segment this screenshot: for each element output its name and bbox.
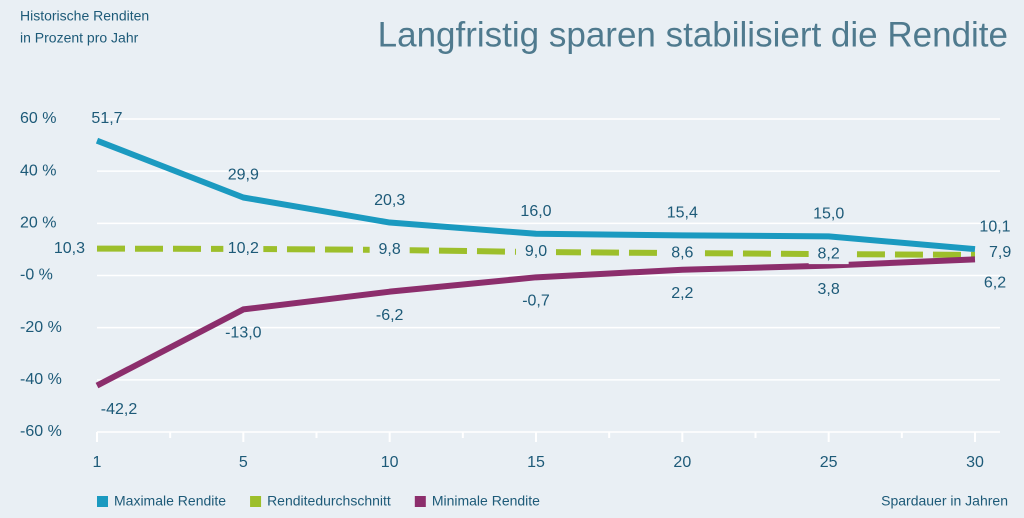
line-series: [95, 256, 976, 389]
y-tick-label: 20 %: [20, 215, 56, 232]
y-tick-label: 40 %: [20, 162, 56, 179]
y-axis-label: in Prozent pro Jahr: [20, 30, 139, 46]
data-label: -42,2: [101, 401, 138, 418]
data-label: 8,2: [818, 245, 840, 262]
data-label: -0,7: [522, 293, 550, 310]
data-label: 16,0: [520, 203, 551, 220]
data-label: 15,0: [813, 206, 844, 223]
label-background: [808, 244, 849, 265]
chart-title: Langfristig sparen stabilisiert die Rend…: [378, 15, 1008, 54]
label-background: [662, 243, 703, 264]
y-tick-label: -40 %: [20, 371, 62, 388]
data-label: 29,9: [228, 167, 259, 184]
x-tick-label: 5: [239, 454, 248, 471]
legend-swatch: [97, 496, 108, 507]
y-tick-label: -60 %: [20, 423, 62, 440]
data-label: -13,0: [225, 325, 262, 342]
data-label: 8,6: [671, 244, 693, 261]
y-tick-label: -20 %: [20, 319, 62, 336]
data-label: 10,1: [979, 218, 1010, 235]
data-label: 7,9: [989, 244, 1011, 261]
data-label: 10,3: [54, 240, 85, 257]
x-tick-label: 25: [820, 454, 838, 471]
legend-label: Maximale Rendite: [114, 493, 226, 509]
x-tick-label: 1: [93, 454, 102, 471]
line-series: [95, 137, 976, 253]
x-tick-label: 20: [673, 454, 691, 471]
x-tick-label: 30: [966, 454, 984, 471]
data-label: 15,4: [667, 205, 698, 222]
data-label: 6,2: [984, 275, 1006, 292]
x-axis-label: Spardauer in Jahren: [881, 493, 1008, 509]
legend-label: Minimale Rendite: [432, 493, 540, 509]
data-label: 9,8: [379, 241, 401, 258]
x-tick-label: 15: [527, 454, 545, 471]
y-axis-label: Historische Renditen: [20, 8, 149, 24]
y-tick-label: 60 %: [20, 110, 56, 127]
data-label: 10,2: [228, 240, 259, 257]
data-label: 9,0: [525, 243, 547, 260]
label-background: [223, 238, 264, 259]
data-label: 20,3: [374, 192, 405, 209]
data-label: 3,8: [818, 281, 840, 298]
legend-label: Renditedurchschnitt: [267, 493, 391, 509]
legend-swatch: [250, 496, 262, 507]
data-label: -6,2: [376, 307, 404, 324]
legend-swatch: [414, 496, 426, 507]
data-label: 2,2: [671, 285, 693, 302]
data-label: 51,7: [91, 110, 122, 127]
label-background: [369, 239, 410, 260]
label-background: [516, 242, 556, 263]
x-tick-label: 10: [381, 454, 399, 471]
y-tick-label: -0 %: [20, 267, 53, 284]
